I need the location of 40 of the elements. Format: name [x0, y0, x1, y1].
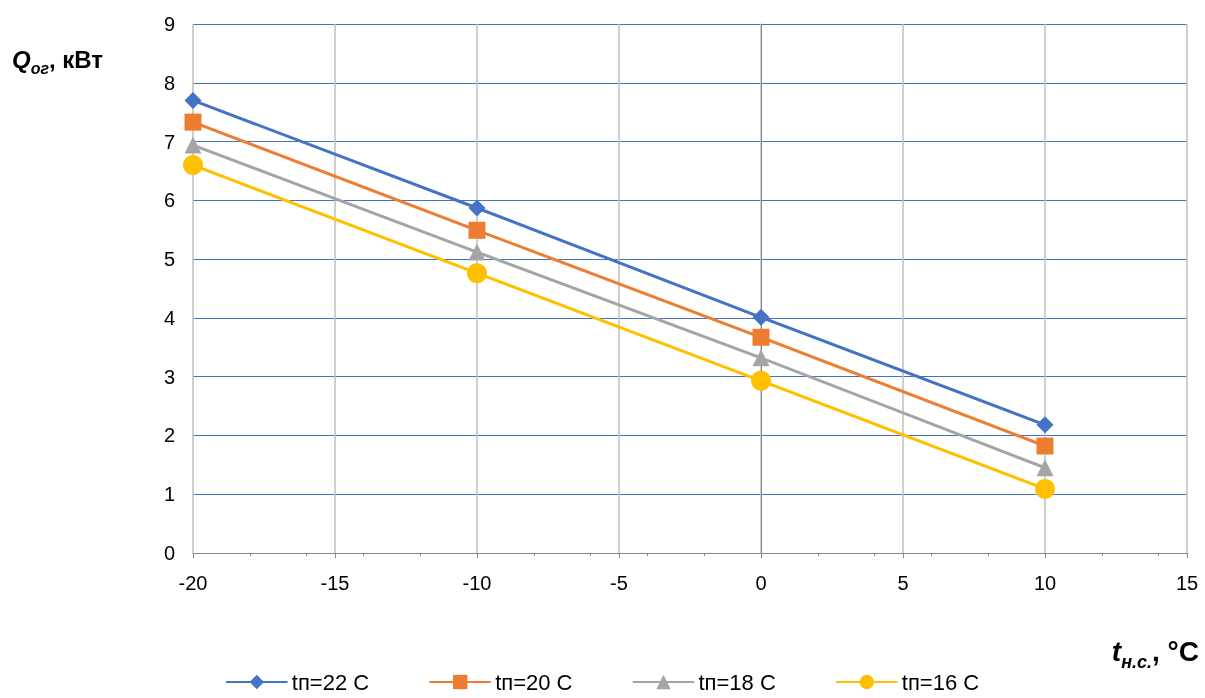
y-tick-label: 1 — [163, 483, 175, 506]
point — [752, 349, 770, 367]
point — [751, 370, 771, 391]
x-tick-label: 15 — [1175, 572, 1199, 594]
point — [467, 263, 487, 284]
legend-label: tп=20 C — [495, 669, 573, 695]
point — [752, 308, 770, 326]
x-tick-label: -5 — [610, 572, 628, 594]
point — [468, 221, 486, 239]
point — [468, 243, 486, 261]
point — [752, 328, 770, 346]
x-tick-label: 0 — [755, 572, 767, 594]
y-tick-label: 6 — [163, 189, 175, 212]
legend-label: tп=18 C — [698, 669, 776, 695]
point — [468, 199, 486, 217]
point — [1036, 437, 1054, 455]
point — [184, 136, 202, 154]
y-axis-title: Q$_{ог}$, кВт — [12, 46, 104, 78]
x-tick-label: 5 — [897, 572, 909, 594]
x-tick-label: -10 — [462, 572, 492, 594]
y-tick-label: 3 — [163, 365, 175, 388]
legend-label: tп=22 C — [291, 669, 370, 695]
y-tick-label: 7 — [163, 130, 175, 153]
y-tick-label: 4 — [163, 306, 175, 329]
point — [1036, 459, 1054, 477]
y-tick-label: 0 — [163, 542, 175, 564]
y-tick-label: 5 — [163, 248, 175, 271]
y-tick-label: 8 — [163, 71, 175, 94]
x-tick-label: 10 — [1033, 572, 1057, 594]
x-axis-title: t$_{н.с.}$, °C — [1111, 636, 1199, 673]
x-tick-label: -20 — [178, 572, 208, 594]
point — [184, 91, 202, 109]
point — [1035, 478, 1055, 499]
point — [184, 113, 202, 131]
y-tick-label: 2 — [163, 424, 175, 447]
point — [1036, 416, 1054, 434]
y-tick-label: 9 — [163, 13, 175, 35]
legend-label: tп=16 C — [901, 669, 980, 695]
x-tick-label: -15 — [320, 572, 350, 594]
point — [183, 155, 203, 176]
